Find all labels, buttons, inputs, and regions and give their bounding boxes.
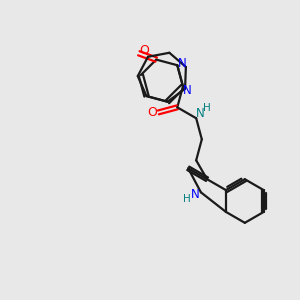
Text: O: O: [148, 106, 157, 119]
Text: N: N: [196, 107, 205, 120]
Text: N: N: [190, 188, 200, 201]
Text: H: H: [203, 103, 211, 113]
Text: O: O: [139, 44, 149, 57]
Text: N: N: [178, 57, 187, 70]
Text: H: H: [183, 194, 191, 204]
Text: N: N: [182, 84, 191, 97]
